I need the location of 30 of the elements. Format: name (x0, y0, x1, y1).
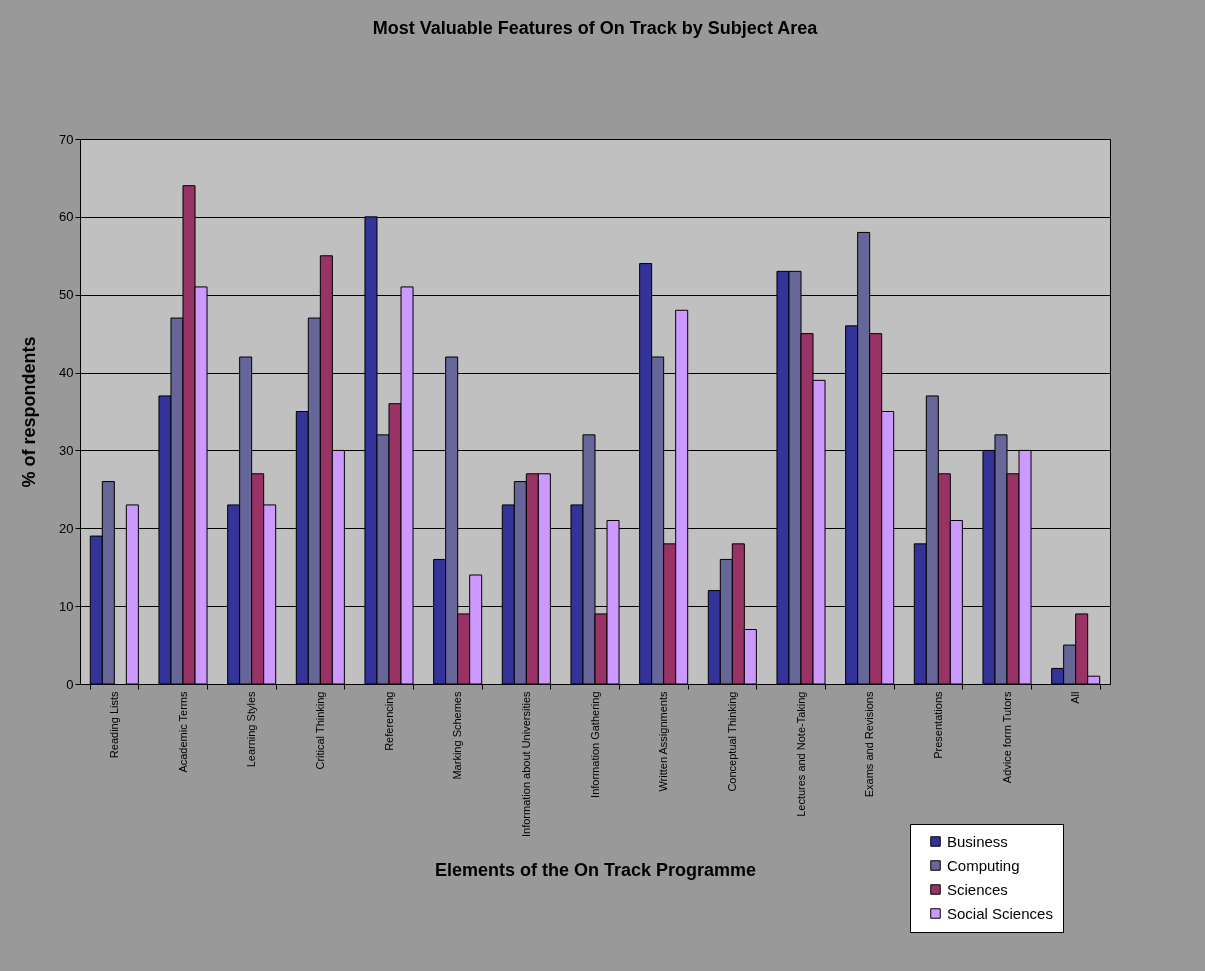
x-axis-title: Elements of the On Track Programme (434, 860, 757, 881)
x-tick-label: Information Gathering (588, 691, 601, 798)
x-tick-label: Marking Schemes (451, 691, 464, 780)
x-tick-label: All (1069, 691, 1082, 704)
y-axis-title: % of respondents (19, 336, 40, 488)
y-tick-label: 50 (59, 287, 74, 303)
x-tick-label: Conceptual Thinking (725, 691, 738, 792)
y-tick-label: 30 (59, 442, 74, 458)
x-tick-label: Exams and Revisions (863, 691, 876, 798)
legend-label: Sciences (947, 880, 1008, 898)
x-tick-label: Lectures and Note-Taking (794, 691, 807, 817)
y-tick-label: 20 (59, 520, 74, 536)
y-tick-label: 70 (59, 131, 74, 147)
x-tick-label: Advice form Tutors (1000, 691, 1013, 784)
x-tick-label: Written Assignments (657, 691, 670, 792)
x-tick-label: Reading Lists (107, 691, 120, 759)
x-tick-label: Academic Terms (176, 691, 189, 773)
x-tick-label: Information about Universities (519, 691, 532, 838)
y-tick-label: 40 (59, 365, 74, 381)
x-tick-label: Learning Styles (245, 691, 258, 768)
y-tick-label: 0 (66, 676, 74, 692)
y-tick-label: 60 (59, 209, 74, 225)
legend-label: Business (947, 832, 1008, 850)
x-tick-label: Critical Thinking (313, 691, 326, 770)
chart-title: Most Valuable Features of On Track by Subject Area (372, 18, 819, 38)
legend-label: Computing (947, 856, 1020, 874)
y-tick-label: 10 (59, 598, 74, 614)
x-tick-label: Presentations (931, 691, 944, 759)
x-tick-label: Referencing (382, 691, 395, 751)
legend-label: Social Sciences (947, 904, 1053, 922)
